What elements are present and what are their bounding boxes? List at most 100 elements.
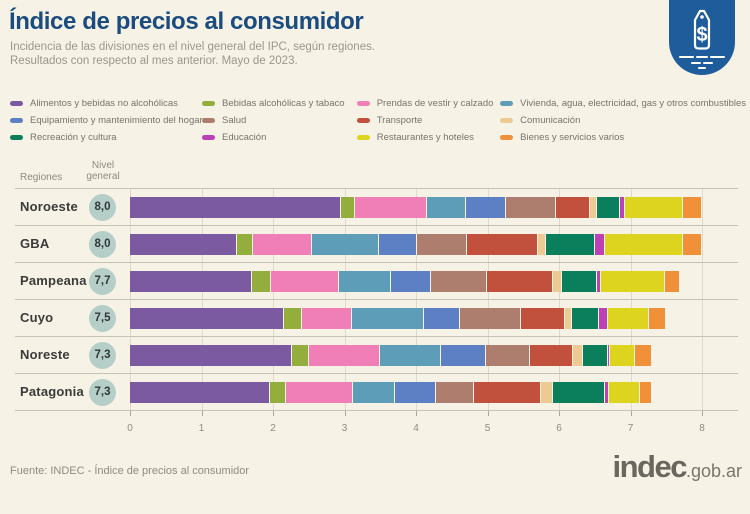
axis-tick-label: 8 xyxy=(699,423,705,434)
axis-tick xyxy=(273,411,274,416)
bar-segment xyxy=(380,345,441,366)
bar-segment xyxy=(378,234,418,255)
page-subtitle: Incidencia de las divisiones en el nivel… xyxy=(10,41,375,68)
legend-label: Bienes y servicios varios xyxy=(520,132,625,143)
gridline xyxy=(344,189,346,411)
legend-column: Bebidas alcohólicas y tabaco Salud Educaci… xyxy=(202,95,357,146)
axis-tick-label: 5 xyxy=(484,423,491,434)
chart-legend: Alimentos y bebidas no alcohólicas Equipa… xyxy=(10,95,746,146)
bar-segment xyxy=(390,271,431,292)
region-row: Patagonia 7,3 xyxy=(15,374,738,411)
legend-item: Equipamiento y mantenimiento del hogar xyxy=(10,112,203,129)
region-row: Noroeste 8,0 xyxy=(15,189,738,226)
x-axis: 0 1 2 3 4 5 6 7 8 xyxy=(15,411,738,445)
bar-segment xyxy=(649,308,667,329)
bar-segment xyxy=(270,382,286,403)
legend-swatch-icon xyxy=(202,118,215,123)
bar-segment xyxy=(634,345,652,366)
bar-segment xyxy=(237,234,253,255)
bar-segment xyxy=(423,308,460,329)
bar-segment xyxy=(466,197,507,218)
nivel-general-badge: 8,0 xyxy=(89,194,116,221)
bar-segment xyxy=(312,234,379,255)
bar-segment xyxy=(426,197,467,218)
axis-tick-label: 7 xyxy=(627,423,634,434)
legend-swatch-icon xyxy=(500,118,514,123)
bar-segment xyxy=(553,271,563,292)
stacked-bar xyxy=(130,345,652,366)
source-note: Fuente: INDEC - Índice de precios al con… xyxy=(10,465,250,477)
bar-segment xyxy=(351,308,424,329)
bar-segment xyxy=(355,197,427,218)
legend-item: Prendas de vestir y calzado xyxy=(356,95,500,112)
legend-swatch-icon xyxy=(10,135,23,140)
axis-tick-label: 6 xyxy=(556,423,562,434)
stacked-bar xyxy=(130,197,702,218)
bar-segment xyxy=(430,271,488,292)
column-header-nivel-general: Nivel general xyxy=(86,160,120,182)
bar-segment xyxy=(394,382,436,403)
region-label: Noroeste xyxy=(20,199,78,214)
axis-tick-label: 0 xyxy=(127,423,133,434)
bar-segment xyxy=(252,234,313,255)
legend-item: Bienes y servicios varios xyxy=(500,129,746,146)
bar-segment xyxy=(553,382,606,403)
legend-item: Restaurantes y hoteles xyxy=(356,129,500,146)
subtitle-line-1: Incidencia de las divisiones en el nivel… xyxy=(10,41,376,53)
axis-tick-label: 4 xyxy=(413,423,419,434)
bar-segment xyxy=(291,345,310,366)
legend-label: Educación xyxy=(222,132,267,143)
bar-segment xyxy=(486,345,531,366)
bar-segment xyxy=(562,271,597,292)
bar-segment xyxy=(605,382,609,403)
bar-segment xyxy=(130,382,271,403)
bar-segment xyxy=(572,345,584,366)
price-tag-icon: $ xyxy=(669,0,735,75)
svg-text:$: $ xyxy=(696,24,707,46)
legend-swatch-icon xyxy=(356,101,370,106)
bar-segment xyxy=(353,382,395,403)
region-label: Patagonia xyxy=(20,384,84,399)
legend-item: Educación xyxy=(202,129,357,146)
bar-segment xyxy=(340,197,356,218)
legend-label: Salud xyxy=(222,115,247,126)
legend-swatch-icon xyxy=(10,101,23,106)
column-header-regiones: Regiones xyxy=(20,172,63,183)
bar-segment xyxy=(571,308,599,329)
legend-item: Vivienda, agua, electricidad, gas y otro… xyxy=(500,95,746,112)
legend-item: Bebidas alcohólicas y tabaco xyxy=(202,95,357,112)
bar-segment xyxy=(664,271,681,292)
stacked-bar xyxy=(130,382,652,403)
bar-segment xyxy=(607,345,610,366)
legend-label: Prendas de vestir y calzado xyxy=(376,98,494,109)
bar-segment xyxy=(583,345,608,366)
legend-label: Restaurantes y hoteles xyxy=(376,132,474,143)
legend-item: Salud xyxy=(202,112,357,129)
bar-segment xyxy=(441,345,487,366)
axis-tick xyxy=(201,411,203,416)
bar-segment xyxy=(417,234,468,255)
bar-segment xyxy=(283,308,302,329)
gridline xyxy=(487,189,489,411)
bar-segment xyxy=(270,271,340,292)
region-label: Noreste xyxy=(20,347,70,362)
logo-text: indec xyxy=(612,449,687,484)
bar-segment xyxy=(683,234,702,255)
bar-segment xyxy=(596,197,621,218)
bar-segment xyxy=(435,382,474,403)
axis-tick-label: 3 xyxy=(341,423,348,434)
gridline xyxy=(702,189,703,411)
bar-segment xyxy=(683,197,702,218)
legend-swatch-icon xyxy=(500,135,514,140)
bar-segment xyxy=(624,197,684,218)
legend-label: Comunicación xyxy=(520,115,581,126)
bar-segment xyxy=(301,308,352,329)
legend-column: Prendas de vestir y calzado Transporte Res… xyxy=(356,95,500,146)
legend-label: Alimentos y bebidas no alcohólicas xyxy=(30,98,178,109)
bar-segment xyxy=(546,234,596,255)
bar-segment xyxy=(339,271,391,292)
legend-column: Vivienda, agua, electricidad, gas y otro… xyxy=(500,95,746,146)
bar-segment xyxy=(530,345,573,366)
bar-segment xyxy=(601,271,665,292)
